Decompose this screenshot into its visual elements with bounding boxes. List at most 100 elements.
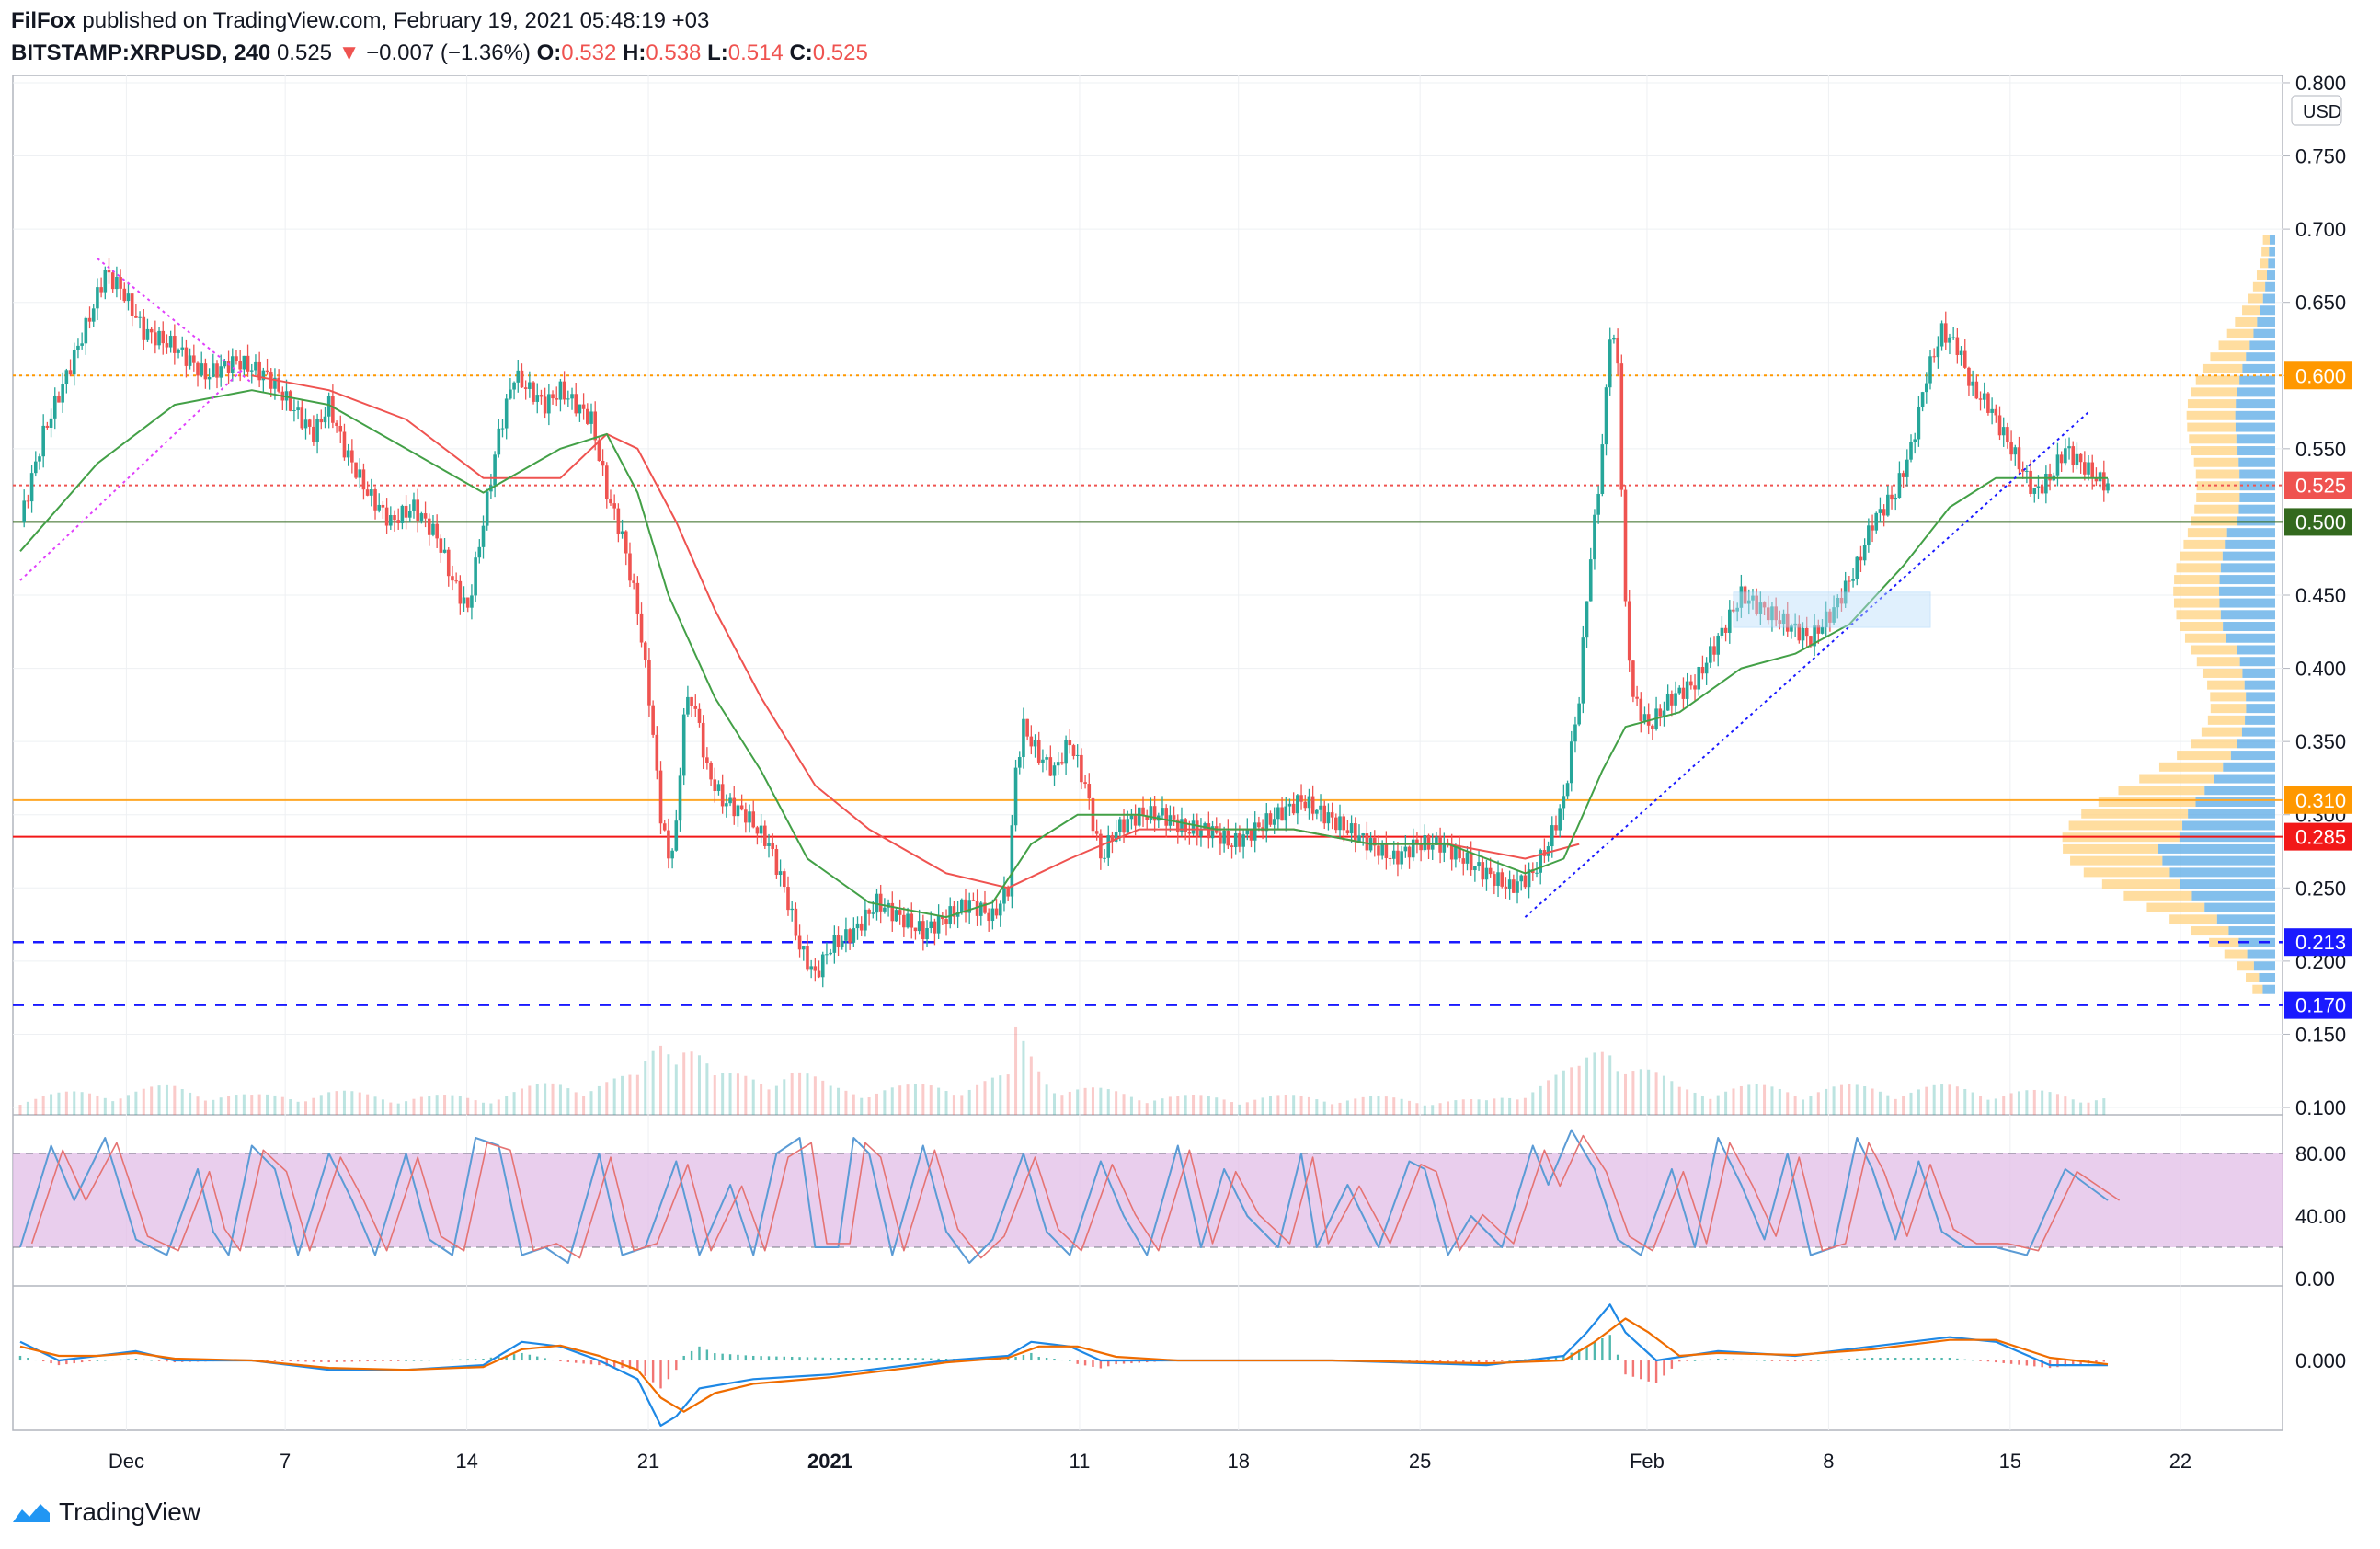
- price-chart[interactable]: 0.800 0.750 0.700 0.650 0.600 0.550 0.500 0.450…: [0, 0, 2380, 1490]
- candle-body: [2075, 453, 2079, 465]
- macd-histogram-bar: [27, 1357, 29, 1361]
- candle-body: [1967, 367, 1971, 386]
- candle-body: [832, 935, 837, 953]
- macd-histogram-bar: [366, 1360, 369, 1362]
- candle-body: [1689, 681, 1693, 686]
- macd-histogram-bar: [1763, 1360, 1766, 1361]
- candle-body: [1469, 852, 1473, 871]
- volume-profile-bar: [2187, 399, 2237, 409]
- volume-profile-bar: [2262, 235, 2270, 245]
- candle-body: [662, 823, 667, 831]
- candle-body: [1781, 613, 1786, 625]
- volume-bar: [589, 1091, 593, 1115]
- candle-body: [551, 394, 555, 399]
- macd-histogram-bar: [505, 1355, 508, 1361]
- candle-body: [1816, 625, 1821, 634]
- candle-body: [1608, 339, 1612, 388]
- candle-body: [1264, 813, 1269, 832]
- candle-body: [1276, 807, 1280, 820]
- candle-body: [635, 582, 640, 614]
- macd-histogram-bar: [1863, 1358, 1866, 1361]
- volume-bar: [1809, 1096, 1813, 1115]
- candle-body: [1454, 845, 1458, 860]
- candle-body: [902, 914, 906, 928]
- candle-body: [350, 450, 354, 463]
- candle-body: [1184, 819, 1187, 832]
- candle-body: [1052, 765, 1057, 776]
- candle-body: [474, 557, 477, 596]
- candle-body: [1739, 586, 1744, 608]
- volume-bar: [890, 1087, 894, 1115]
- candle-body: [532, 382, 535, 402]
- candle-body: [1388, 857, 1392, 859]
- candle-body: [967, 900, 971, 913]
- macd-histogram-bar: [1886, 1357, 1890, 1361]
- macd-histogram-bar: [73, 1360, 75, 1364]
- volume-bar: [2041, 1090, 2044, 1115]
- axis-strip: [2283, 75, 2288, 1430]
- candle-body: [412, 499, 416, 511]
- volume-bar: [126, 1095, 130, 1115]
- macd-histogram-bar: [1786, 1360, 1789, 1361]
- candle-body: [825, 954, 829, 956]
- candle-body: [725, 803, 728, 807]
- volume-bar: [1979, 1096, 1983, 1115]
- candle-body: [377, 504, 382, 511]
- candle-body: [61, 384, 64, 403]
- volume-bar: [1700, 1096, 1704, 1115]
- volume-profile-bar: [2191, 387, 2237, 397]
- volume-profile-bar: [2101, 879, 2180, 889]
- macd-histogram-bar: [2002, 1360, 2005, 1363]
- volume-bar: [1161, 1098, 1164, 1115]
- macd-histogram-bar: [1770, 1360, 1774, 1361]
- macd-histogram-bar: [659, 1360, 662, 1389]
- candle-body: [1407, 846, 1412, 858]
- volume-bar: [605, 1082, 609, 1115]
- candle-body: [1901, 473, 1905, 477]
- volume-bar: [690, 1051, 693, 1115]
- candle-body: [1862, 545, 1867, 561]
- candle-body: [690, 696, 693, 706]
- volume-profile-bar: [2191, 446, 2238, 456]
- macd-histogram-bar: [1902, 1357, 1905, 1361]
- brand-name[interactable]: TradingView: [59, 1497, 201, 1526]
- candle-body: [1280, 807, 1284, 821]
- macd-histogram-bar: [1554, 1356, 1558, 1361]
- macd-histogram-bar: [96, 1360, 99, 1361]
- macd-histogram-bar: [273, 1360, 277, 1361]
- candle-body: [207, 376, 212, 380]
- volume-bar: [242, 1094, 246, 1115]
- candle-body: [632, 580, 635, 583]
- volume-bar: [1816, 1092, 1820, 1115]
- volume-bar: [1153, 1100, 1157, 1115]
- macd-histogram-bar: [821, 1357, 824, 1361]
- candle-body: [2001, 427, 2006, 436]
- volume-bar: [1585, 1057, 1589, 1115]
- author-name[interactable]: FilFox: [11, 8, 76, 33]
- volume-bar: [705, 1063, 709, 1115]
- volume-profile-bar: [2219, 598, 2275, 608]
- macd-histogram-bar: [1971, 1360, 1974, 1361]
- volume-bar: [697, 1055, 701, 1115]
- stoch-tick-label: 0.00: [2295, 1268, 2335, 1291]
- price-change: −0.007 (−1.36%): [366, 40, 531, 65]
- macd-histogram-bar: [1045, 1357, 1048, 1361]
- candle-body: [292, 410, 296, 412]
- candle-body: [219, 366, 223, 378]
- volume-bar: [1322, 1101, 1326, 1115]
- down-arrow-icon: ▼: [338, 40, 360, 65]
- chart-header: FilFox published on TradingView.com, Feb…: [11, 6, 1482, 70]
- volume-bar: [280, 1096, 284, 1115]
- candle-body: [451, 576, 454, 581]
- candle-body: [1080, 754, 1083, 783]
- volume-bar: [875, 1093, 878, 1115]
- volume-bar: [1570, 1067, 1573, 1115]
- macd-histogram-bar: [930, 1358, 933, 1361]
- candle-body: [693, 706, 698, 709]
- candle-body: [535, 395, 540, 402]
- volume-bar: [1716, 1095, 1720, 1115]
- candle-body: [500, 428, 505, 430]
- macd-histogram-bar: [628, 1360, 632, 1370]
- volume-bar: [1886, 1095, 1890, 1115]
- candle-body: [2106, 483, 2110, 491]
